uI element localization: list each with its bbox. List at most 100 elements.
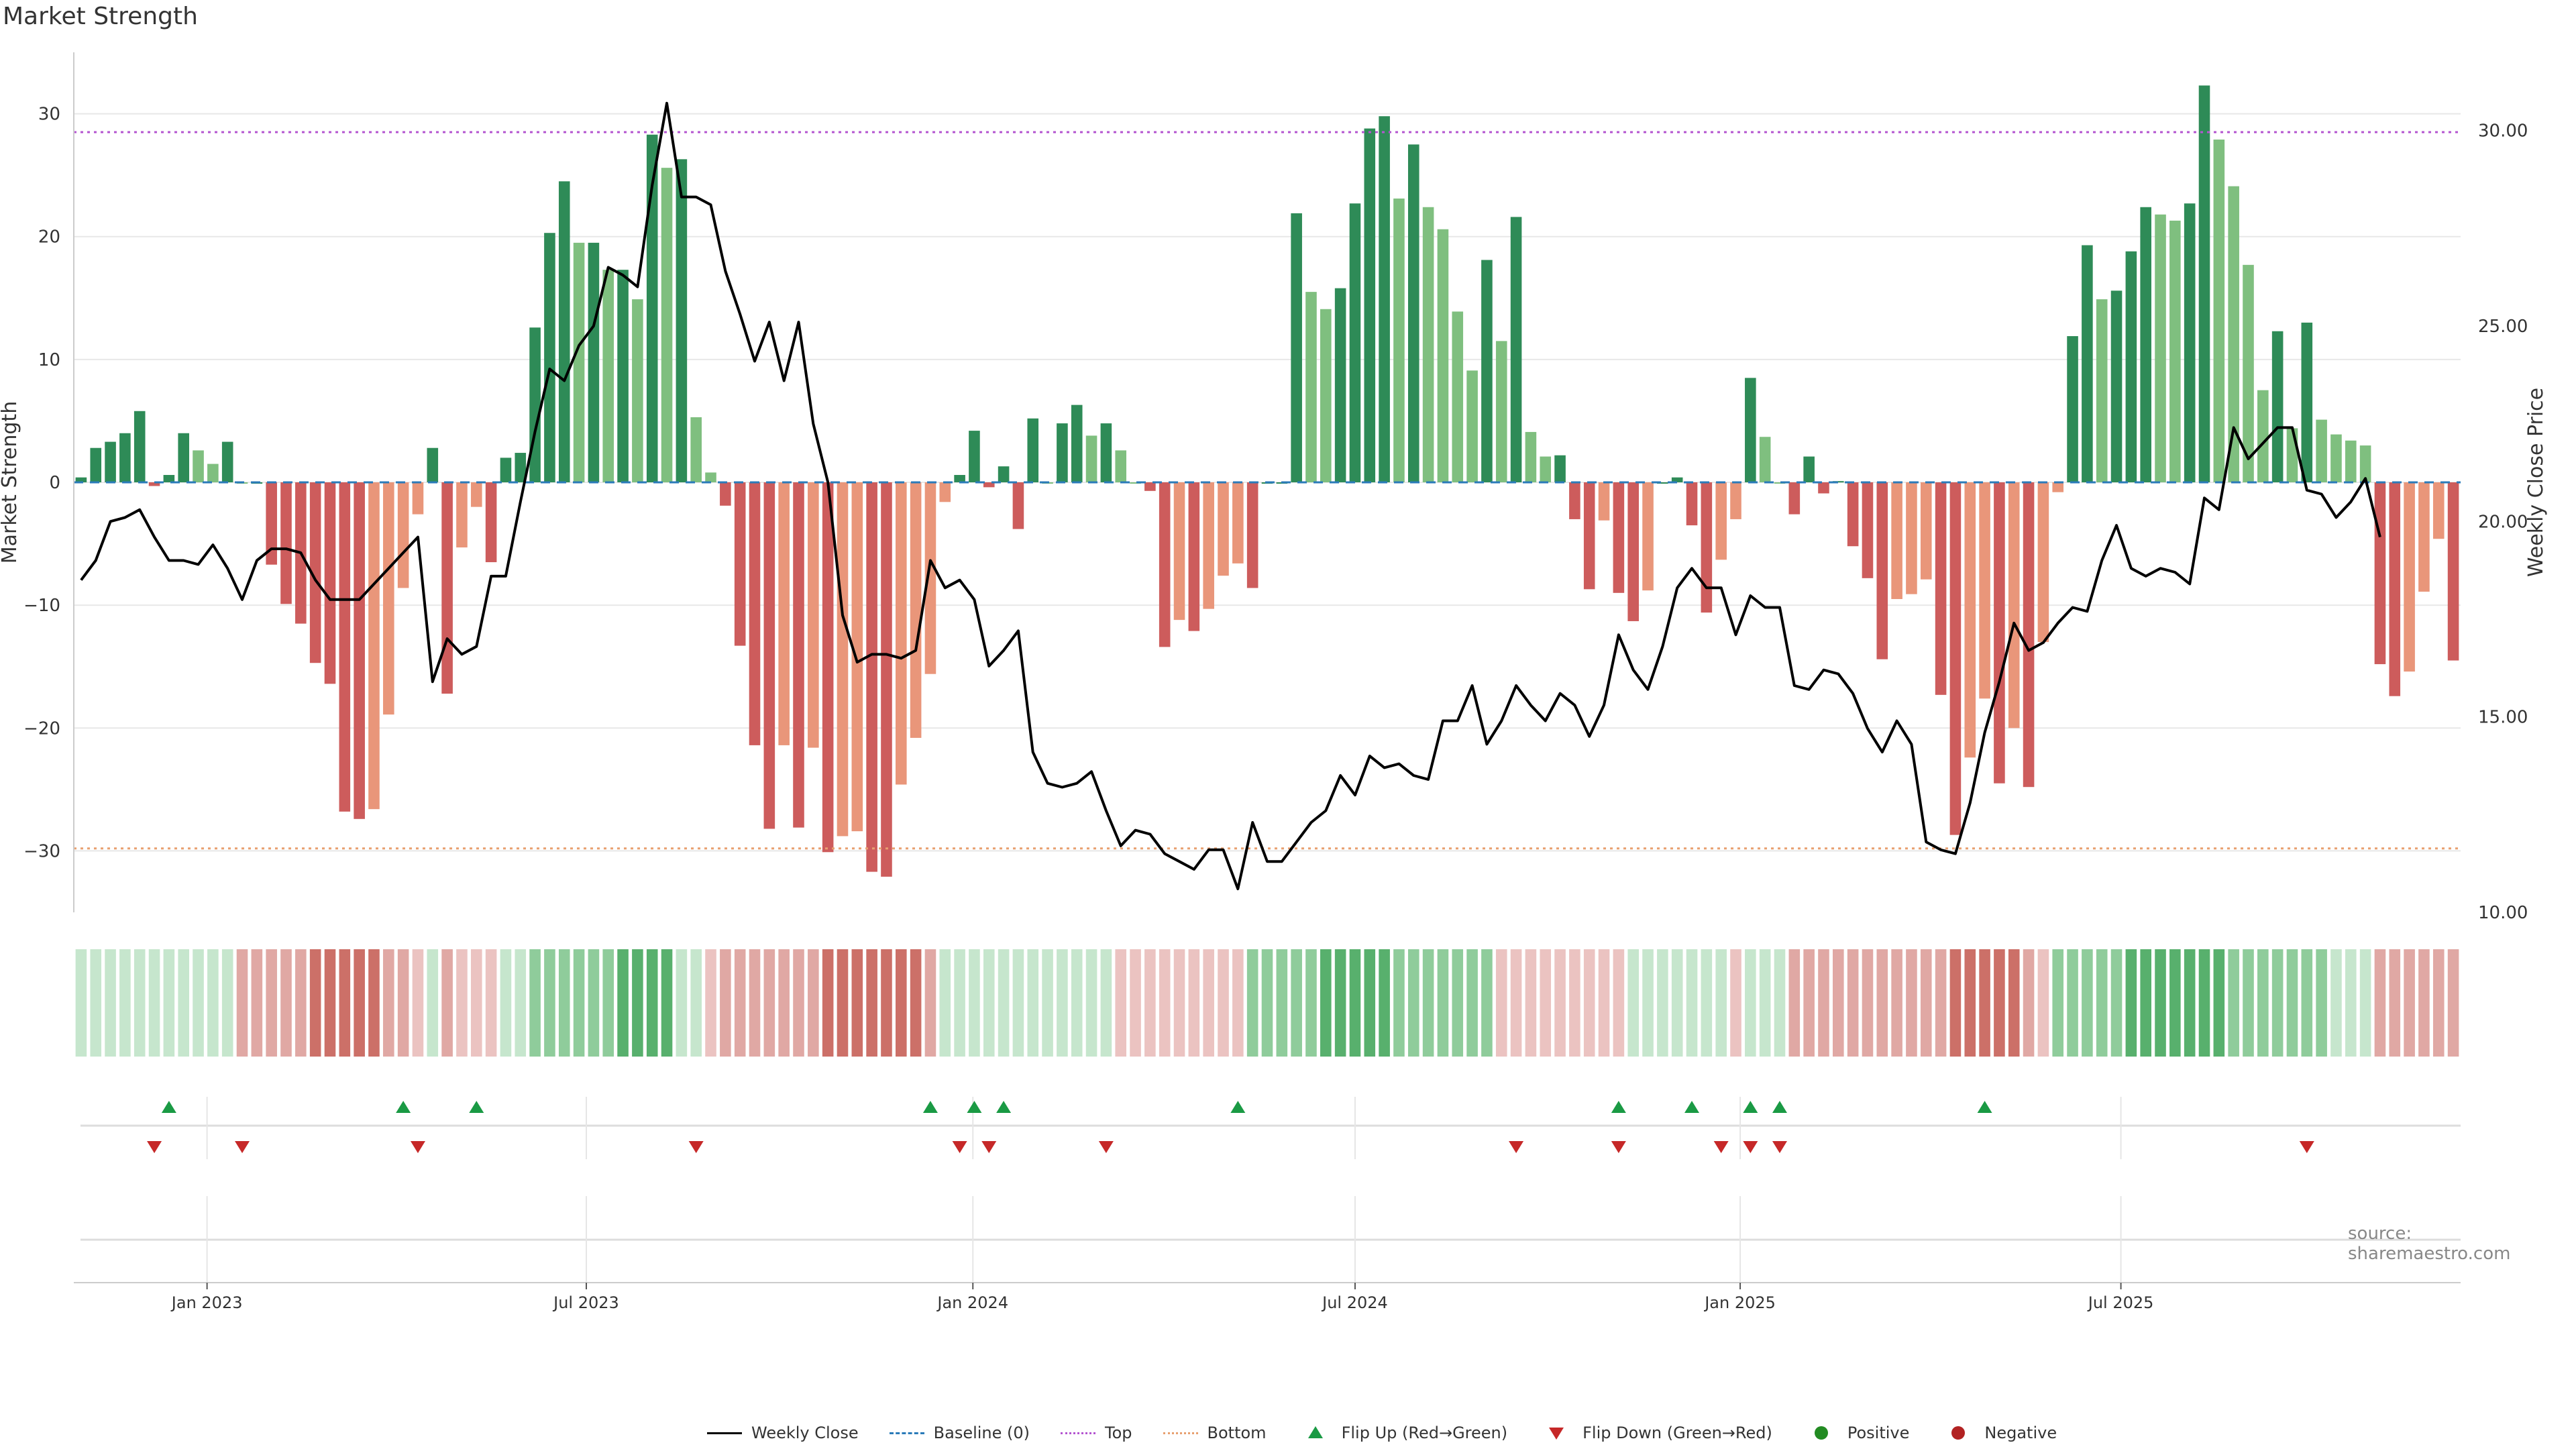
heat-cell (1379, 949, 1390, 1057)
heat-cell (866, 949, 877, 1057)
strength-bar (1701, 482, 1713, 613)
heat-cell (295, 949, 307, 1057)
heat-cell (1803, 949, 1815, 1057)
price-line (80, 101, 2381, 890)
legend-label: Top (1105, 1424, 1132, 1442)
strength-bar (1232, 482, 1244, 564)
strength-bar (544, 233, 555, 482)
strength-bar (309, 482, 321, 663)
strength-bar (1847, 482, 1859, 547)
heat-cell (1159, 949, 1171, 1057)
heat-cell (2374, 949, 2386, 1057)
legend-symbol (1058, 1425, 1098, 1441)
strength-bar (1012, 482, 1024, 529)
heat-cell (1613, 949, 1625, 1057)
strength-bar (910, 482, 922, 738)
heat-cell (529, 949, 541, 1057)
heat-cell (2271, 949, 2284, 1057)
axes: 30 20 10 0 −10 −20 −30 30.00 25.00 20.00 15.00 10.0… (0, 52, 2548, 923)
strength-bar (2286, 428, 2298, 482)
strength-bar (1788, 482, 1801, 515)
heat-cell (1027, 949, 1039, 1057)
strength-bar (354, 482, 365, 819)
reference-lines (74, 131, 2461, 850)
strength-bar (983, 482, 995, 488)
flip-up-marker (396, 1101, 411, 1113)
strength-bar (1979, 482, 1990, 699)
strength-bar (1115, 450, 1127, 482)
flip-down-marker (1772, 1141, 1787, 1153)
heat-cell (778, 949, 790, 1057)
flip-down-marker (981, 1141, 997, 1153)
heat-cell (1012, 949, 1024, 1057)
heat-cell (2418, 949, 2430, 1057)
strength-bar (1218, 482, 1229, 576)
heat-cell (2023, 949, 2035, 1057)
heat-cell (1407, 949, 1419, 1057)
strength-bar (573, 242, 585, 482)
strength-bar (1598, 482, 1610, 521)
heat-cell (383, 949, 394, 1057)
heat-cell (1173, 949, 1185, 1057)
heat-cell (1657, 949, 1668, 1057)
heat-cell (851, 949, 863, 1057)
flip-markers (74, 1097, 2461, 1283)
heat-cell (1583, 949, 1595, 1057)
heat-cell (1261, 949, 1273, 1057)
heat-cell (2082, 949, 2093, 1057)
heat-cell (1291, 949, 1302, 1057)
legend-symbol (1801, 1425, 1841, 1441)
legend-symbol (1937, 1425, 1978, 1441)
flip-up-marker (1230, 1101, 1246, 1113)
strength-bar (588, 242, 600, 482)
heat-cell (632, 949, 643, 1057)
heat-cell (119, 949, 131, 1057)
heat-cell (1364, 949, 1376, 1057)
y-right-tick-label: 20.00 (2478, 512, 2528, 532)
strength-bar (1876, 482, 1888, 659)
source-label: source: sharemaestro.com (2348, 1224, 2511, 1264)
heat-cell (1422, 949, 1434, 1057)
heat-cell (998, 949, 1010, 1057)
heat-cell (2125, 949, 2137, 1057)
strength-bar (1027, 418, 1039, 482)
legend-symbol (1161, 1425, 1201, 1441)
legend-label: Bottom (1207, 1424, 1267, 1442)
x-tick-label: Jul 2023 (552, 1293, 619, 1312)
strength-bar (2243, 264, 2254, 482)
flip-down-marker (1743, 1141, 1758, 1153)
heat-cell (2286, 949, 2298, 1057)
heat-cell (2330, 949, 2342, 1057)
y-left-tick-label: −30 (23, 841, 60, 861)
strength-bar (1642, 482, 1654, 591)
strength-bar (1906, 482, 1917, 594)
legend-label: Weekly Close (751, 1424, 859, 1442)
strength-bar (2140, 207, 2151, 482)
heat-cell (983, 949, 995, 1057)
heat-cell (1788, 949, 1801, 1057)
legend-label: Positive (1847, 1424, 1910, 1442)
strength-bar (2096, 299, 2108, 482)
strength-bar (734, 482, 746, 646)
strength-bar (193, 450, 204, 482)
heat-cell (544, 949, 555, 1057)
strength-bar (119, 433, 131, 482)
flip-down-marker (1611, 1141, 1626, 1153)
strength-bar (178, 433, 190, 482)
y-left-tick-label: 20 (38, 227, 60, 248)
strength-bar (515, 453, 527, 482)
y-right-axis-label: Weekly Close Price (2524, 388, 2548, 577)
flip-down-marker (410, 1141, 425, 1153)
strength-bar (1379, 116, 1390, 483)
strength-bar (1818, 482, 1829, 494)
strength-bar (1495, 341, 1507, 482)
x-tick-label: Jan 2024 (936, 1293, 1008, 1312)
heat-cell (646, 949, 658, 1057)
strength-bar (1130, 482, 1141, 484)
strength-bar (1364, 128, 1376, 482)
strength-bar (1291, 213, 1302, 482)
heat-cell (705, 949, 716, 1057)
strength-bar (2110, 290, 2123, 482)
heat-cell (1115, 949, 1127, 1057)
